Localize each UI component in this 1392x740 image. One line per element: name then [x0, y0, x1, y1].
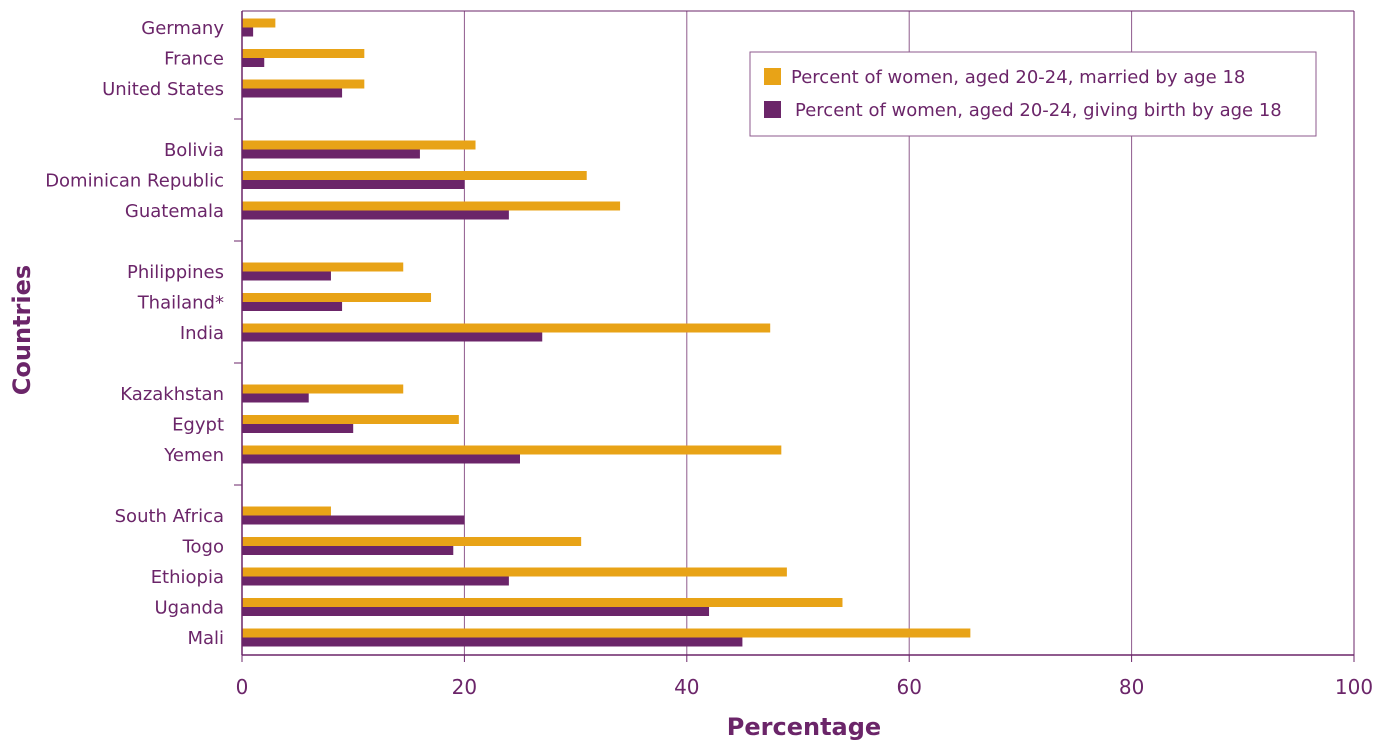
category-label: Dominican Republic: [45, 171, 224, 192]
bar-birth: [242, 88, 343, 98]
legend-label-birth: Percent of women, aged 20-24, giving bir…: [795, 100, 1282, 121]
bar-birth: [242, 58, 265, 67]
bars: [242, 18, 971, 647]
bar-birth: [242, 546, 454, 555]
category-label: Germany: [141, 18, 224, 39]
bar-married: [242, 293, 432, 302]
bar-birth: [242, 454, 520, 464]
legend-swatch-married: [764, 68, 781, 85]
bar-married: [242, 415, 459, 424]
bar-birth: [242, 515, 465, 525]
bar-married: [242, 445, 782, 455]
bar-married: [242, 201, 621, 211]
category-label: Philippines: [127, 262, 224, 283]
bar-birth: [242, 271, 331, 281]
legend: Percent of women, aged 20-24, married by…: [749, 51, 1317, 137]
bar-married: [242, 567, 787, 577]
x-tick-label: 80: [1119, 675, 1144, 699]
category-label: Bolivia: [164, 140, 224, 161]
category-label: France: [164, 49, 224, 70]
category-label: United States: [102, 79, 224, 100]
x-tick-label: 0: [236, 675, 249, 699]
legend-label-married: Percent of women, aged 20-24, married by…: [791, 67, 1245, 88]
category-labels: Germany France United States Bolivia Dominic…: [45, 18, 224, 649]
x-tick-labels: 0 20 40 60 80 100: [236, 675, 1373, 699]
bar-married: [242, 262, 404, 272]
bar-birth: [242, 607, 710, 616]
bar-married: [242, 140, 476, 150]
bar-birth: [242, 180, 465, 189]
category-label: Togo: [182, 537, 224, 558]
bar-married: [242, 171, 587, 180]
legend-box: [749, 51, 1317, 137]
bar-married: [242, 323, 771, 333]
category-label: Thailand*: [137, 293, 224, 314]
category-label: Uganda: [155, 598, 225, 619]
category-label: South Africa: [115, 506, 224, 527]
category-label: Yemen: [163, 445, 224, 466]
y-axis-title: Countries: [8, 265, 36, 395]
bar-birth: [242, 393, 309, 403]
bar-birth: [242, 27, 254, 37]
bar-birth: [242, 637, 743, 647]
bar-married: [242, 537, 582, 546]
x-tick-label: 60: [896, 675, 921, 699]
category-label: Guatemala: [125, 201, 224, 222]
bar-married: [242, 506, 331, 516]
x-axis-title: Percentage: [727, 713, 881, 740]
category-label: Mali: [187, 628, 224, 649]
legend-swatch-birth: [764, 101, 781, 118]
x-tick-label: 40: [674, 675, 699, 699]
bar-married: [242, 79, 365, 89]
bar-married: [242, 49, 365, 58]
category-label: Egypt: [172, 415, 224, 436]
bar-birth: [242, 576, 509, 586]
axes: [234, 10, 1355, 662]
category-label: Ethiopia: [151, 567, 224, 588]
category-label: Kazakhstan: [120, 384, 224, 405]
bar-married: [242, 18, 276, 28]
bar-birth: [242, 210, 509, 220]
bar-married: [242, 598, 843, 607]
bar-married: [242, 384, 404, 394]
x-tick-label: 20: [452, 675, 477, 699]
bar-birth: [242, 302, 343, 311]
category-label: India: [180, 323, 224, 344]
bar-birth: [242, 424, 354, 433]
bar-birth: [242, 149, 420, 159]
x-tick-label: 100: [1335, 675, 1373, 699]
bar-married: [242, 628, 971, 638]
bar-birth: [242, 332, 543, 342]
